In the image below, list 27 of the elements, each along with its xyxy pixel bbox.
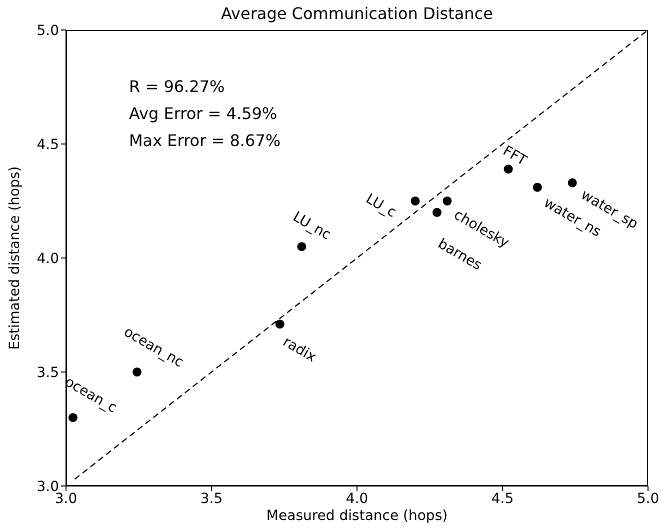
chart-title: Average Communication Distance: [220, 4, 494, 23]
x-axis-title: Measured distance (hops): [266, 508, 448, 524]
x-tick-label: 3.5: [200, 490, 223, 507]
y-tick-label: 3.5: [36, 364, 59, 381]
point: [297, 242, 306, 252]
point: [410, 196, 420, 206]
annotation: FFT: [500, 143, 530, 170]
point: [275, 320, 284, 329]
x-tick-label: 5.0: [636, 490, 660, 507]
point: [504, 164, 513, 174]
point: [568, 178, 577, 188]
point: [432, 208, 442, 217]
x-tick-label: 3.0: [54, 490, 78, 507]
annotation: R = 96.27%: [129, 76, 226, 98]
annotation: Max Error = 8.67%: [129, 130, 281, 152]
point: [132, 367, 142, 377]
y-tick-label: 4.5: [36, 136, 59, 153]
annotation: Avg Error = 4.59%: [129, 103, 278, 125]
point: [442, 196, 452, 206]
y-axis-title: Estimated distance (hops): [6, 166, 23, 350]
annotation: radix: [280, 334, 319, 366]
point: [532, 182, 542, 192]
x-tick-label: 4.5: [491, 490, 514, 507]
y-tick-label: 4.0: [36, 250, 59, 267]
y-tick-label: 5.0: [36, 22, 59, 39]
point: [68, 413, 78, 422]
x-tick-label: 4.0: [346, 490, 368, 507]
